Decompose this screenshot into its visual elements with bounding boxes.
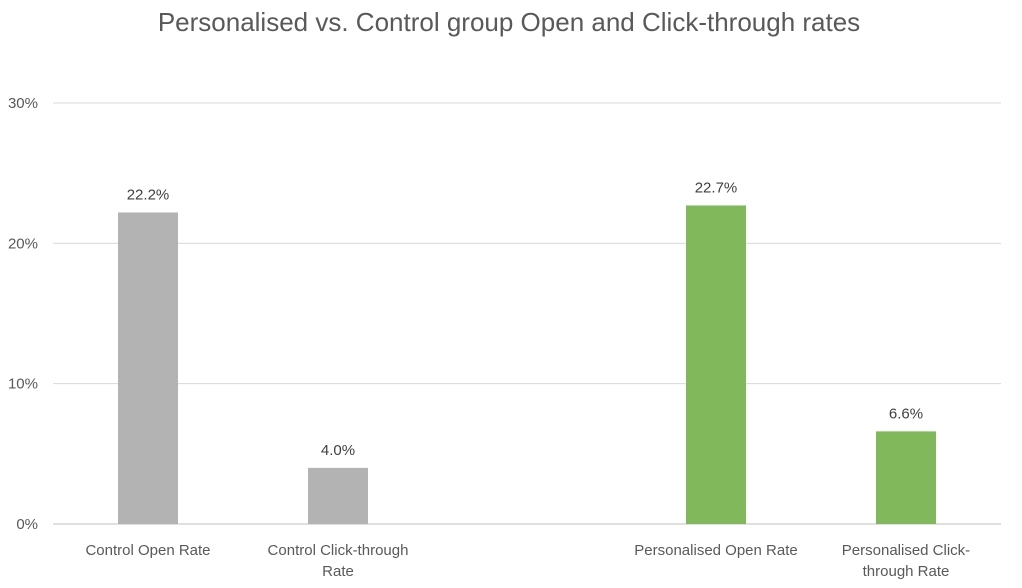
gridlines <box>53 102 1001 525</box>
category-label: Control Click-through Rate <box>268 542 409 580</box>
bar <box>118 212 178 524</box>
y-tick-label: 0% <box>16 516 38 533</box>
category-label-line: Control Open Rate <box>85 542 210 559</box>
category-label: Personalised Click-through Rate <box>842 542 970 580</box>
category-label-line: Control Click-through <box>268 542 409 559</box>
y-tick-label: 20% <box>8 235 38 252</box>
chart-title: Personalised vs. Control group Open and … <box>158 7 860 37</box>
y-tick-label: 30% <box>8 95 38 112</box>
data-label: 22.2% <box>127 186 170 203</box>
data-label: 4.0% <box>321 442 355 459</box>
bars <box>118 205 936 524</box>
category-label-line: Rate <box>322 563 354 580</box>
data-label: 22.7% <box>695 179 738 196</box>
data-label: 6.6% <box>889 405 923 422</box>
y-tick-label: 10% <box>8 376 38 393</box>
bar <box>686 205 746 524</box>
bar <box>876 431 936 524</box>
category-label-line: Personalised Click- <box>842 542 970 559</box>
category-label-line: through Rate <box>863 563 950 580</box>
category-label: Personalised Open Rate <box>634 542 797 559</box>
category-label-line: Personalised Open Rate <box>634 542 797 559</box>
labels: 0% 10% 20% 30% 22.2% Control Open Rate 4.0% Con… <box>8 95 970 580</box>
category-label: Control Open Rate <box>85 542 210 559</box>
bar <box>308 467 368 524</box>
